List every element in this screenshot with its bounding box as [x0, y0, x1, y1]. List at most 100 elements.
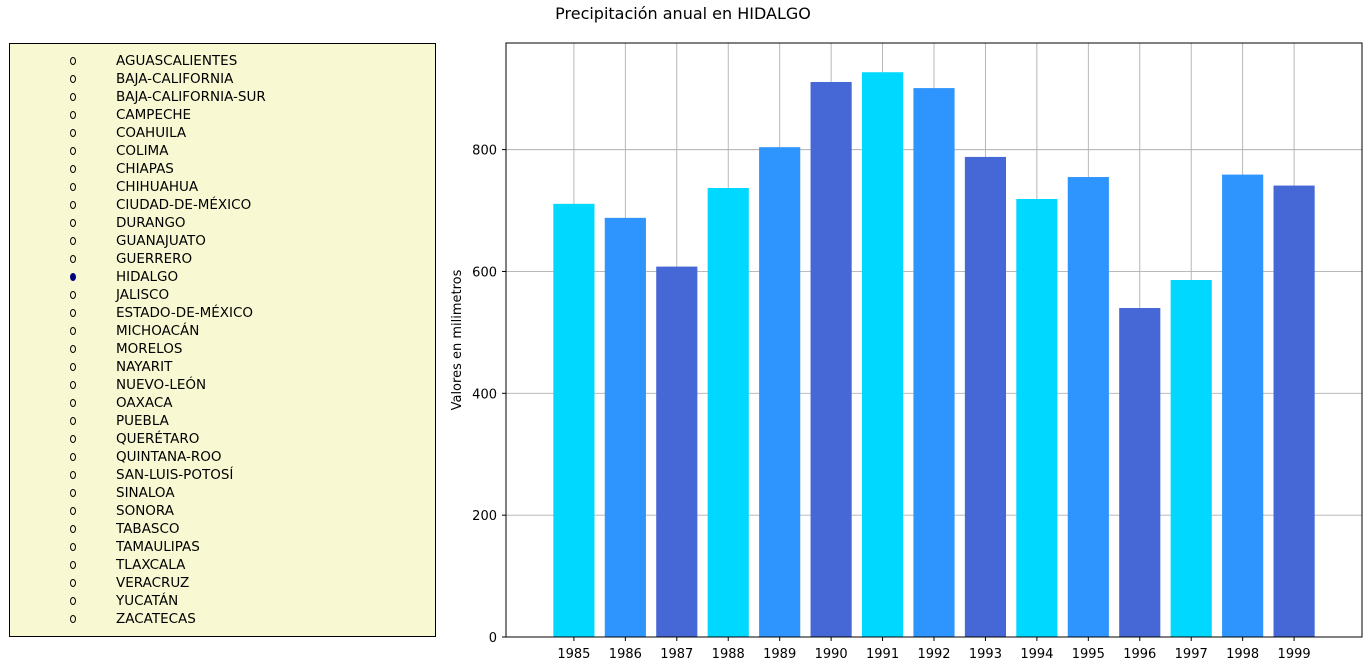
- radio-button-icon[interactable]: [70, 129, 76, 137]
- state-label: TAMAULIPAS: [116, 539, 200, 555]
- state-radio-item[interactable]: NUEVO-LEÓN: [10, 376, 435, 394]
- state-label: QUERÉTARO: [116, 431, 200, 447]
- x-tick-label: 1992: [917, 647, 950, 662]
- radio-button-icon[interactable]: [70, 471, 76, 479]
- state-label: CHIAPAS: [116, 161, 174, 177]
- state-radio-item[interactable]: TAMAULIPAS: [10, 538, 435, 556]
- state-label: PUEBLA: [116, 413, 169, 429]
- bar: [861, 72, 904, 637]
- bar: [553, 203, 595, 638]
- radio-button-icon[interactable]: [70, 507, 76, 515]
- radio-button-icon[interactable]: [70, 219, 76, 227]
- radio-button-icon[interactable]: [70, 489, 76, 497]
- y-tick-label: 0: [489, 631, 497, 646]
- state-radio-item[interactable]: CHIAPAS: [10, 160, 435, 178]
- state-radio-item[interactable]: TABASCO: [10, 520, 435, 538]
- state-radio-item[interactable]: CHIHUAHUA: [10, 178, 435, 196]
- state-radio-item[interactable]: BAJA-CALIFORNIA: [10, 70, 435, 88]
- state-radio-item[interactable]: SAN-LUIS-POTOSÍ: [10, 466, 435, 484]
- x-tick-label: 1991: [866, 647, 899, 662]
- state-radio-item[interactable]: PUEBLA: [10, 412, 435, 430]
- radio-button-icon[interactable]: [70, 543, 76, 551]
- state-radio-item[interactable]: MICHOACÁN: [10, 322, 435, 340]
- radio-button-icon[interactable]: [70, 345, 76, 353]
- state-label: CAMPECHE: [116, 107, 192, 123]
- state-radio-item[interactable]: CIUDAD-DE-MÉXICO: [10, 196, 435, 214]
- radio-button-icon[interactable]: [70, 399, 76, 407]
- radio-button-icon[interactable]: [70, 597, 76, 605]
- radio-button-icon[interactable]: [70, 417, 76, 425]
- radio-button-icon[interactable]: [70, 525, 76, 533]
- state-label: CIUDAD-DE-MÉXICO: [116, 197, 252, 213]
- radio-button-icon[interactable]: [70, 453, 76, 461]
- state-radio-item[interactable]: GUANAJUATO: [10, 232, 435, 250]
- x-tick-label: 1987: [660, 647, 693, 662]
- state-radio-item[interactable]: AGUASCALIENTES: [10, 52, 435, 70]
- state-radio-item[interactable]: OAXACA: [10, 394, 435, 412]
- state-label: ZACATECAS: [116, 611, 196, 627]
- radio-button-icon[interactable]: [70, 201, 76, 209]
- radio-button-icon[interactable]: [70, 615, 76, 623]
- radio-button-icon[interactable]: [70, 381, 76, 389]
- state-radio-item[interactable]: DURANGO: [10, 214, 435, 232]
- x-tick-label: 1990: [815, 647, 848, 662]
- state-radio-item[interactable]: VERACRUZ: [10, 574, 435, 592]
- state-radio-item[interactable]: COAHUILA: [10, 124, 435, 142]
- radio-button-icon[interactable]: [70, 57, 76, 65]
- radio-button-icon[interactable]: [70, 237, 76, 245]
- state-label: SAN-LUIS-POTOSÍ: [116, 467, 234, 483]
- radio-button-icon[interactable]: [70, 111, 76, 119]
- bar: [656, 266, 698, 637]
- radio-button-icon[interactable]: [70, 363, 76, 371]
- radio-button-icon[interactable]: [70, 327, 76, 335]
- state-label: OAXACA: [116, 395, 173, 411]
- radio-button-icon[interactable]: [70, 435, 76, 443]
- state-radio-item[interactable]: ESTADO-DE-MÉXICO: [10, 304, 435, 322]
- state-radio-item[interactable]: CAMPECHE: [10, 106, 435, 124]
- state-radio-item[interactable]: QUERÉTARO: [10, 430, 435, 448]
- state-label: VERACRUZ: [116, 575, 190, 591]
- radio-button-icon[interactable]: [70, 291, 76, 299]
- state-radio-item[interactable]: BAJA-CALIFORNIA-SUR: [10, 88, 435, 106]
- state-label: NUEVO-LEÓN: [116, 377, 207, 393]
- state-radio-item[interactable]: JALISCO: [10, 286, 435, 304]
- radio-button-icon[interactable]: [70, 183, 76, 191]
- radio-button-icon[interactable]: [70, 273, 76, 281]
- y-tick-label: 600: [472, 265, 497, 280]
- bar: [964, 156, 1007, 637]
- bar: [604, 217, 646, 637]
- state-label: ESTADO-DE-MÉXICO: [116, 305, 254, 321]
- state-radio-item[interactable]: HIDALGO: [10, 268, 435, 286]
- radio-button-icon[interactable]: [70, 75, 76, 83]
- x-tick-label: 1989: [763, 647, 796, 662]
- bar: [759, 147, 801, 637]
- state-radio-item[interactable]: QUINTANA-ROO: [10, 448, 435, 466]
- bar: [707, 187, 749, 637]
- radio-button-icon[interactable]: [70, 147, 76, 155]
- state-radio-item[interactable]: YUCATÁN: [10, 592, 435, 610]
- state-radio-item[interactable]: ZACATECAS: [10, 610, 435, 628]
- state-label: YUCATÁN: [116, 593, 179, 609]
- state-label: MICHOACÁN: [116, 323, 200, 339]
- x-tick-label: 1986: [609, 647, 642, 662]
- radio-button-icon[interactable]: [70, 165, 76, 173]
- state-label: TABASCO: [116, 521, 180, 537]
- radio-button-icon[interactable]: [70, 309, 76, 317]
- x-tick-label: 1996: [1123, 647, 1156, 662]
- state-radio-item[interactable]: NAYARIT: [10, 358, 435, 376]
- state-radio-item[interactable]: MORELOS: [10, 340, 435, 358]
- state-radio-item[interactable]: TLAXCALA: [10, 556, 435, 574]
- state-label: BAJA-CALIFORNIA: [116, 71, 234, 87]
- state-radio-item[interactable]: COLIMA: [10, 142, 435, 160]
- state-radio-item[interactable]: SONORA: [10, 502, 435, 520]
- radio-button-icon[interactable]: [70, 255, 76, 263]
- radio-button-icon[interactable]: [70, 93, 76, 101]
- x-tick-label: 1999: [1278, 647, 1311, 662]
- radio-button-icon[interactable]: [70, 579, 76, 587]
- state-label: TLAXCALA: [116, 557, 186, 573]
- state-label: MORELOS: [116, 341, 183, 357]
- radio-button-icon[interactable]: [70, 561, 76, 569]
- state-radio-item[interactable]: SINALOA: [10, 484, 435, 502]
- state-radio-item[interactable]: GUERRERO: [10, 250, 435, 268]
- bar: [1067, 177, 1109, 637]
